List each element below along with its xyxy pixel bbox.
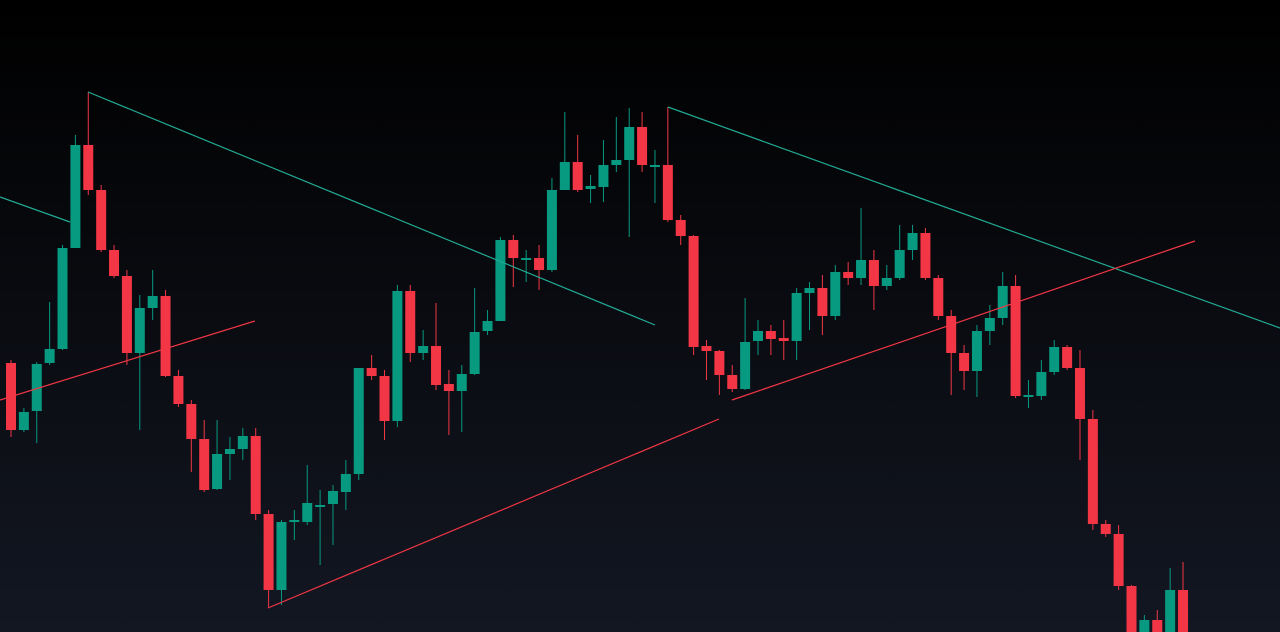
candle-body — [18, 412, 29, 430]
candle-body — [778, 338, 789, 341]
candle-body — [418, 346, 429, 353]
candle-body — [701, 346, 712, 351]
candle-body — [611, 160, 622, 165]
candle-body — [405, 291, 416, 353]
candle-body — [662, 165, 673, 220]
candle-body — [212, 454, 223, 489]
candle-body — [1049, 347, 1060, 372]
candle-body — [933, 278, 944, 316]
candle-body — [959, 353, 970, 371]
candle-body — [984, 318, 995, 331]
candle-body — [70, 145, 81, 248]
candle-body — [765, 331, 776, 339]
candle-body — [598, 165, 609, 187]
candle-body — [997, 286, 1008, 318]
candle-body — [302, 503, 313, 522]
candle-body — [44, 349, 55, 363]
candle-body — [881, 278, 892, 286]
candle-body — [443, 384, 454, 391]
candle-body — [96, 190, 107, 250]
candle-body — [1152, 620, 1163, 632]
candle-body — [868, 260, 879, 286]
candle-body — [843, 272, 854, 278]
candle-body — [482, 321, 493, 331]
candle-body — [727, 375, 738, 389]
candle-body — [830, 272, 841, 316]
candle-body — [907, 233, 918, 250]
candle-body — [289, 520, 300, 522]
candle-body — [340, 474, 351, 492]
candle-body — [353, 368, 364, 474]
candle-body — [31, 364, 42, 411]
candle-body — [366, 368, 377, 376]
candle-body — [134, 308, 145, 353]
candle-body — [186, 404, 197, 439]
candle-body — [109, 250, 120, 276]
candle-body — [753, 331, 764, 341]
candle-body — [1126, 586, 1137, 632]
candle-body — [946, 316, 957, 353]
candle-body — [920, 233, 931, 278]
candle-body — [495, 240, 506, 321]
candle-body — [649, 165, 660, 167]
candle-body — [1074, 368, 1085, 419]
candle-body — [1023, 395, 1034, 397]
trend-line — [731, 240, 1196, 401]
candle-body — [160, 296, 171, 376]
trend-line — [87, 91, 656, 326]
trend-line — [0, 196, 71, 223]
candle-body — [546, 190, 557, 270]
candle-body — [147, 296, 158, 308]
trend-line — [0, 320, 256, 401]
candle-body — [894, 250, 905, 278]
candle-body — [224, 449, 235, 454]
candle-body — [431, 346, 442, 385]
candle-body — [456, 374, 467, 391]
candle-body — [521, 258, 532, 260]
candle-body — [1036, 372, 1047, 396]
trend-line — [267, 418, 720, 609]
candle-body — [276, 522, 287, 590]
candle-body — [199, 439, 210, 490]
candle-body — [1100, 524, 1111, 534]
candle-body — [572, 162, 583, 190]
candle-body — [1165, 590, 1176, 632]
candle-body — [585, 186, 596, 189]
candle-body — [675, 220, 686, 236]
candle-body — [637, 127, 648, 165]
candle-body — [83, 145, 94, 190]
trend-line — [667, 106, 1280, 329]
candle-body — [121, 276, 132, 353]
candle-body — [1062, 347, 1073, 368]
candle-body — [315, 505, 326, 507]
candle-body — [469, 332, 480, 374]
candle-body — [688, 236, 699, 347]
candle-body — [250, 436, 261, 514]
candle-body — [263, 514, 274, 590]
candle-body — [173, 376, 184, 404]
candle-body — [804, 288, 815, 293]
candle-body — [817, 288, 828, 316]
candle-body — [624, 127, 635, 160]
candle-body — [1010, 286, 1021, 396]
candle-body — [57, 248, 68, 349]
candle-body — [1087, 419, 1098, 524]
candle-body — [392, 291, 403, 421]
candle-body — [508, 240, 519, 258]
candle-body — [740, 342, 751, 389]
candle-body — [1139, 620, 1150, 632]
candle-body — [714, 351, 725, 375]
candle-body — [534, 258, 545, 270]
candle-body — [559, 162, 570, 190]
candle-body — [379, 376, 390, 421]
candle-body — [1178, 590, 1189, 632]
candle-body — [1113, 534, 1124, 586]
candle-body — [237, 436, 248, 449]
candle-body — [856, 260, 867, 278]
candle-body — [971, 331, 982, 371]
candle-body — [791, 293, 802, 341]
candle-body — [327, 491, 338, 504]
